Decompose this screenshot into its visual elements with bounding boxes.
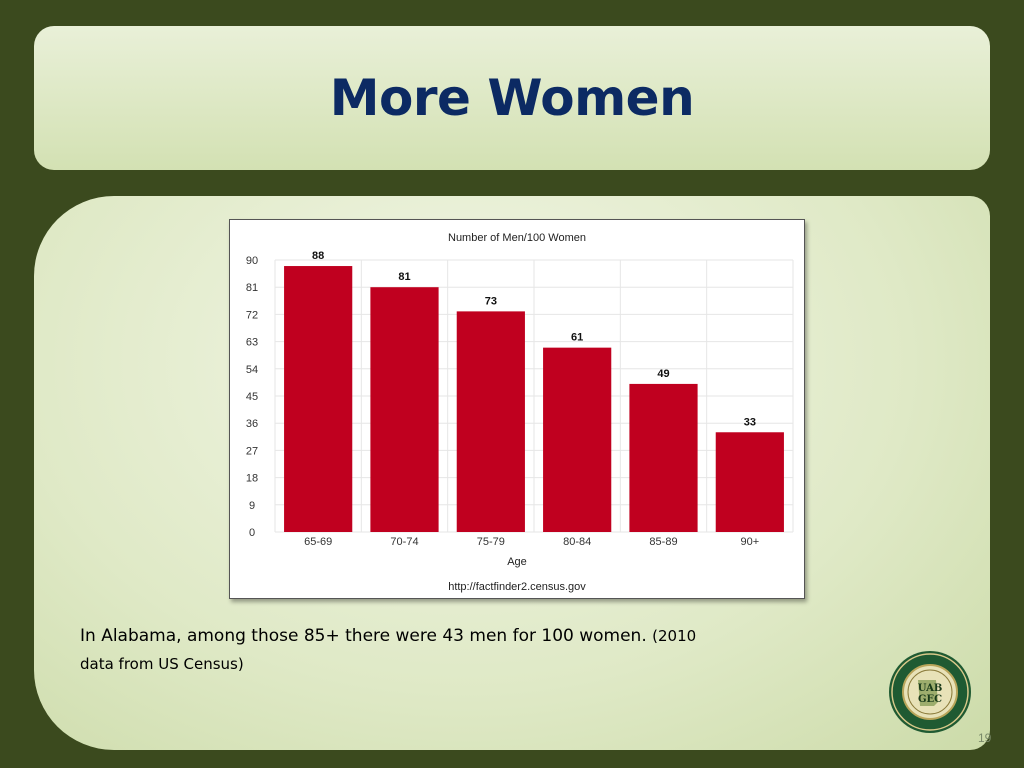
svg-text:GEC: GEC — [918, 694, 942, 705]
y-tick-label: 0 — [249, 527, 255, 539]
title-panel: More Women — [34, 26, 990, 170]
bar — [370, 287, 439, 532]
y-tick-label: 36 — [246, 418, 258, 430]
bar-value-label: 88 — [312, 250, 324, 262]
y-tick-label: 63 — [246, 337, 258, 349]
bars — [284, 266, 784, 532]
bar — [629, 383, 698, 532]
caption-source-year: (2010 — [652, 627, 697, 645]
page-number: 19 — [978, 731, 992, 745]
chart-title: Number of Men/100 Women — [448, 232, 586, 244]
bar-value-label: 49 — [657, 368, 669, 380]
bar-value-label: 73 — [485, 295, 497, 307]
x-tick-label: 65-69 — [304, 536, 332, 548]
slide-title: More Women — [329, 69, 695, 127]
y-tick-label: 81 — [246, 282, 258, 294]
y-tick-label: 9 — [249, 500, 255, 512]
y-tick-label: 27 — [246, 445, 258, 457]
grid — [274, 259, 794, 533]
bar-value-label: 61 — [571, 332, 583, 344]
y-tick-label: 18 — [246, 473, 258, 485]
x-tick-label: 80-84 — [563, 536, 591, 548]
y-tick-label: 72 — [246, 309, 258, 321]
bar — [543, 347, 612, 532]
y-tick-label: 54 — [246, 364, 258, 376]
caption-main: In Alabama, among those 85+ there were 4… — [80, 626, 647, 646]
seal-logo: UAB GEC — [889, 651, 971, 733]
bar — [284, 266, 353, 532]
svg-text:UAB: UAB — [918, 683, 943, 694]
x-tick-label: 70-74 — [390, 536, 418, 548]
y-tick-label: 45 — [246, 391, 258, 403]
bar — [456, 311, 525, 532]
caption-source-line: data from US Census) — [80, 655, 244, 673]
x-tick-label: 85-89 — [649, 536, 677, 548]
labels: 0 9 18 27 36 45 54 63 72 81 90 88 65-69 81 70-74 73 75-7… — [246, 250, 759, 548]
bar-value-label: 33 — [744, 416, 756, 428]
uab-gec-seal: UAB GEC — [888, 650, 972, 734]
y-tick-label: 90 — [246, 255, 258, 267]
chart-source-url: http://factfinder2.census.gov — [448, 581, 586, 593]
caption: In Alabama, among those 85+ there were 4… — [80, 622, 840, 678]
x-axis-label: Age — [507, 556, 527, 568]
bar-value-label: 81 — [398, 271, 410, 283]
x-tick-label: 75-79 — [477, 536, 505, 548]
x-tick-label: 90+ — [740, 536, 759, 548]
bar — [715, 432, 784, 532]
bar-chart: Number of Men/100 Women 0 9 18 27 36 45 54 63 72… — [246, 232, 794, 593]
chart-frame: Number of Men/100 Women 0 9 18 27 36 45 54 63 72… — [229, 219, 805, 599]
